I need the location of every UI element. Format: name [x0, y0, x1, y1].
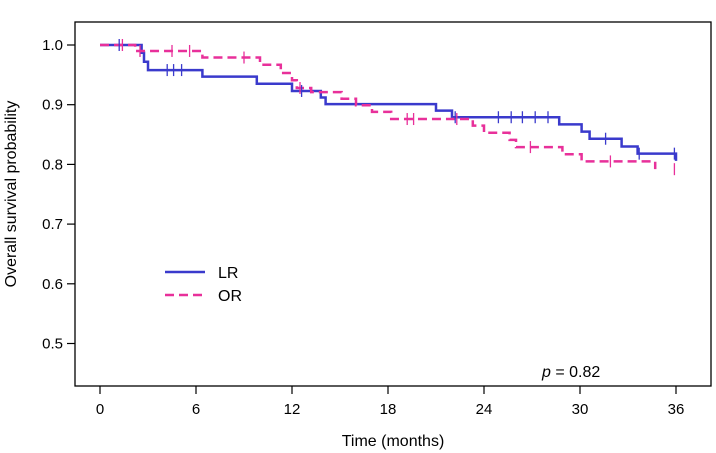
x-tick-label: 6 [192, 401, 200, 418]
x-tick-label: 30 [572, 401, 589, 418]
x-tick-label: 24 [476, 401, 493, 418]
curve-or [100, 43, 657, 170]
censor-marks [118, 39, 676, 176]
x-tick-label: 36 [668, 401, 685, 418]
axis-ticks: 0 6 12 18 24 30 36 0.5 0.6 0.7 0.8 0.9 1.0 [42, 37, 684, 418]
y-tick-label: 0.6 [42, 276, 63, 293]
y-axis-title: Overall survival probability [3, 101, 20, 288]
y-tick-label: 0.7 [42, 216, 63, 233]
legend-label-lr: LR [218, 265, 238, 282]
survival-curves [100, 43, 678, 170]
p-value-text: = 0.82 [551, 364, 600, 381]
legend-label-or: OR [218, 288, 242, 305]
y-tick-label: 0.5 [42, 336, 63, 353]
y-tick-label: 0.8 [42, 156, 63, 173]
y-tick-label: 0.9 [42, 97, 63, 114]
curve-lr [100, 43, 678, 161]
x-tick-label: 0 [96, 401, 104, 418]
x-axis-title: Time (months) [342, 433, 445, 450]
plot-frame [74, 21, 712, 387]
x-tick-label: 18 [380, 401, 397, 418]
x-tick-label: 12 [284, 401, 301, 418]
y-tick-label: 1.0 [42, 37, 63, 54]
legend: LR OR [165, 265, 242, 305]
p-value-annotation: p = 0.82 [541, 364, 600, 381]
p-value-symbol: p [541, 364, 551, 381]
